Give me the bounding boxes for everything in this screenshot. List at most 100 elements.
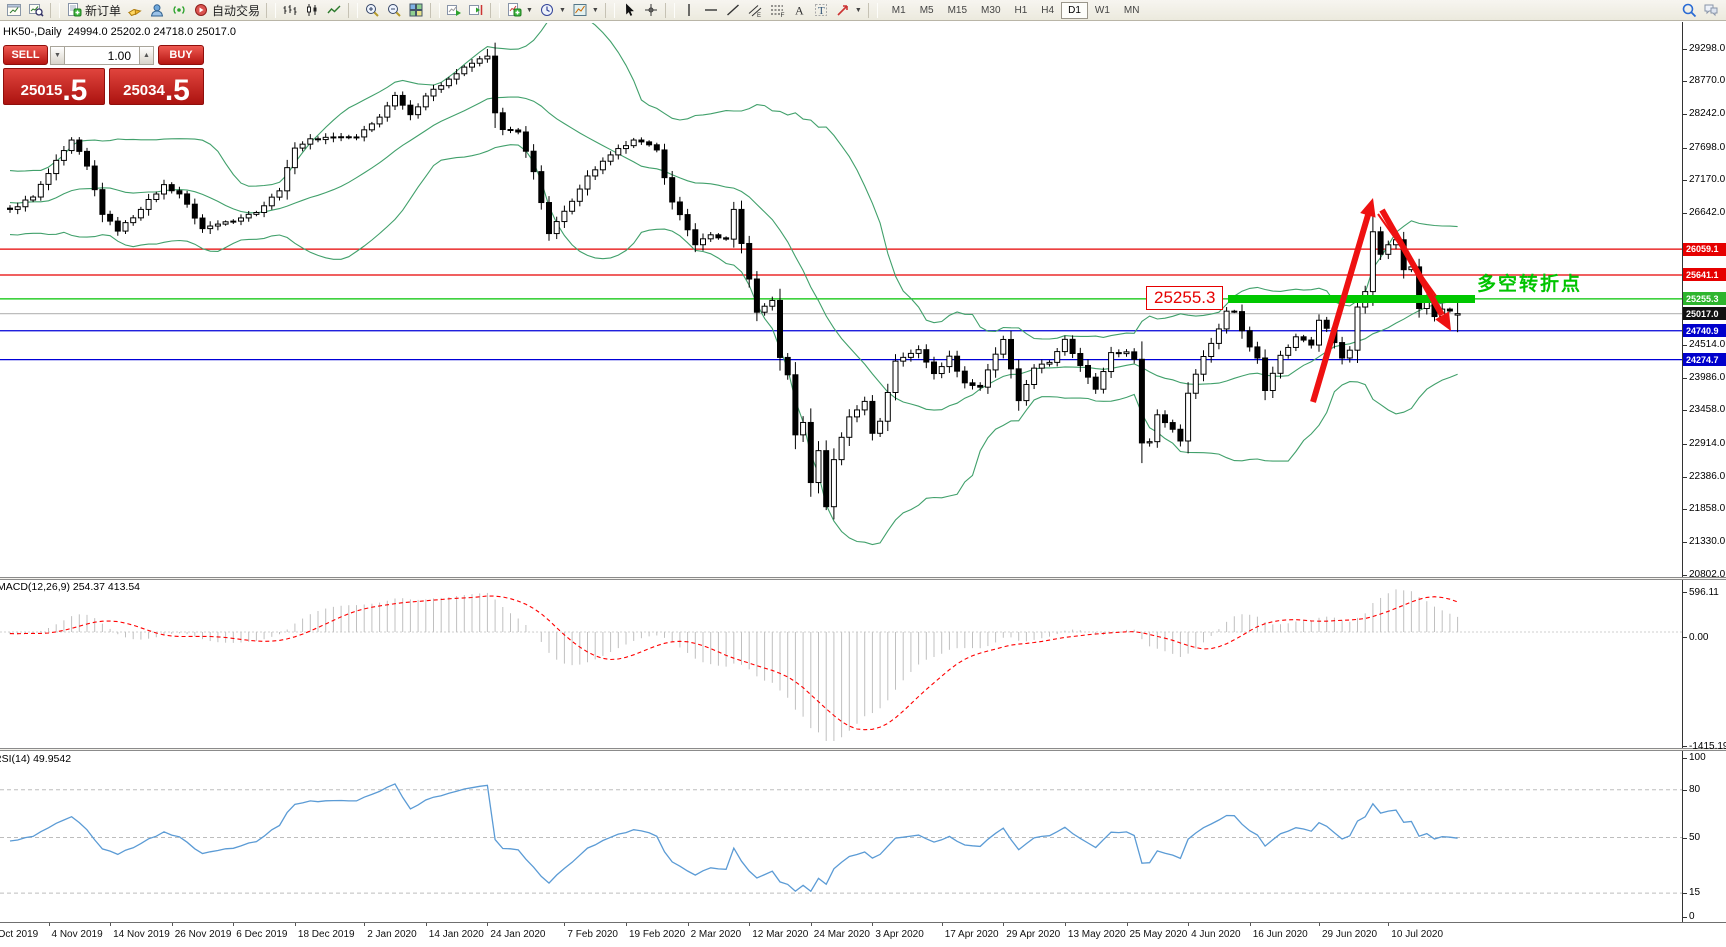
date-label: 18 Dec 2019 [297,929,355,940]
toolbar-separator [604,2,615,18]
text-button[interactable]: A [788,1,810,20]
crosshair-button[interactable] [640,1,662,20]
rsi-tick [1682,917,1687,918]
date-label: 26 Nov 2019 [174,929,232,940]
textA-icon: A [791,2,807,18]
svg-text:A: A [795,4,804,18]
price-tick-label: 28770.0 [1689,75,1726,87]
search-button[interactable] [1678,1,1700,20]
bar-chart-button[interactable] [279,1,301,20]
date-label: 4 Jun 2020 [1191,929,1241,940]
chat-icon [1703,2,1719,18]
price-tick-label: 23458.0 [1689,404,1726,416]
date-label: 7 Feb 2020 [567,929,618,940]
autotrade-button[interactable]: 自动交易 [190,1,263,20]
channel-button[interactable]: E [744,1,766,20]
sell-button[interactable]: SELL [3,45,48,65]
community-button[interactable] [146,1,168,20]
volume-input[interactable] [65,46,139,65]
zoomin-icon [364,2,380,18]
price-tick [1682,574,1687,576]
price-scale[interactable] [1683,22,1726,922]
timeframe-w1[interactable]: W1 [1094,4,1110,16]
time-tick [487,923,489,926]
market-button[interactable] [124,1,146,20]
chat-button[interactable] [1700,1,1722,20]
chart-profile-button[interactable] [25,1,47,20]
timeframe-m5[interactable]: M5 [919,4,934,16]
panel-separator-macd[interactable] [0,577,1726,580]
sell-price[interactable]: 25015.5 [3,68,105,105]
candles-icon [304,2,320,18]
panel-separator-rsi[interactable] [0,748,1726,751]
periods-button[interactable]: ▼ [536,1,569,20]
volume-increase-button[interactable]: ▲ [139,46,154,65]
text-label-button[interactable]: T [810,1,832,20]
tile-windows-button[interactable] [405,1,427,20]
chart-window-button[interactable] [3,1,25,20]
hline-icon [703,2,719,18]
price-tick [1682,443,1687,445]
toolbar-separator [664,2,675,18]
rsi-indicator-label: RSI(14) 49.9542 [0,753,72,765]
neworder-icon [66,2,82,18]
timeframe-h1[interactable]: H1 [1014,4,1028,16]
new-order-button[interactable]: 新订单 [63,1,124,20]
new-order-button-label: 新订单 [85,3,122,18]
arrows-button[interactable]: ▼ [832,1,865,20]
trend-icon [725,2,741,18]
time-tick [110,923,112,926]
bars-icon [282,2,298,18]
volume-decrease-button[interactable]: ▼ [50,46,65,65]
one-click-trade-panel: SELL ▼ ▲ BUY 25015.5 25034.5 [3,44,204,106]
buy-button[interactable]: BUY [158,45,204,65]
templates-button[interactable]: ▼ [569,1,602,20]
template-icon [572,2,588,18]
autoscroll-icon [446,2,462,18]
price-axis-border [1682,22,1683,923]
trendline-button[interactable] [722,1,744,20]
buy-price-main: 25034 [123,82,165,99]
date-label: 10 Jul 2020 [1391,929,1444,940]
community-icon [149,2,165,18]
auto-scroll-button[interactable] [443,1,465,20]
price-tick [1682,48,1687,50]
time-tick [294,923,296,926]
zoom-in-button[interactable] [361,1,383,20]
textT-icon: T [813,2,829,18]
time-tick [626,923,627,926]
timeframe-m30[interactable]: M30 [981,4,1001,16]
channel-icon: E [747,2,763,18]
timeframe-m1[interactable]: M1 [891,4,906,16]
price-tick [1682,410,1687,412]
price-tick [1682,377,1687,379]
zoom-out-button[interactable] [383,1,405,20]
price-tick [1682,147,1687,149]
toolbar-separator [490,2,501,18]
fibonacci-button[interactable]: F [766,1,788,20]
price-tick-label: 23986.0 [1689,371,1726,383]
date-label: Oct 2019 [0,929,39,940]
timeframe-mn[interactable]: MN [1123,4,1140,16]
time-tick [941,923,943,926]
vertical-line-button[interactable] [678,1,700,20]
time-scale[interactable] [0,923,1682,947]
timeframe-d1[interactable]: D1 [1061,1,1088,19]
timeframe-h4[interactable]: H4 [1041,4,1055,16]
rsi-scale-label: 50 [1689,831,1701,843]
time-tick [749,923,751,926]
search-icon [1681,2,1697,18]
candle-chart-button[interactable] [301,1,323,20]
line-chart-button[interactable] [323,1,345,20]
buy-price[interactable]: 25034.5 [109,68,204,105]
signals-button[interactable] [168,1,190,20]
timeframe-m15[interactable]: M15 [947,4,968,16]
cursor-button[interactable] [618,1,640,20]
add-indicator-button[interactable]: ▼ [503,1,536,20]
chart-shift-button[interactable] [465,1,487,20]
svg-text:T: T [818,5,825,17]
chart-plot[interactable] [0,22,1683,923]
price-tick [1682,113,1687,115]
horizontal-line-button[interactable] [700,1,722,20]
